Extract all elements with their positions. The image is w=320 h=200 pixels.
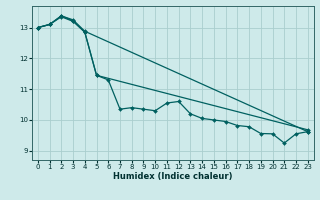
X-axis label: Humidex (Indice chaleur): Humidex (Indice chaleur) [113, 172, 233, 181]
